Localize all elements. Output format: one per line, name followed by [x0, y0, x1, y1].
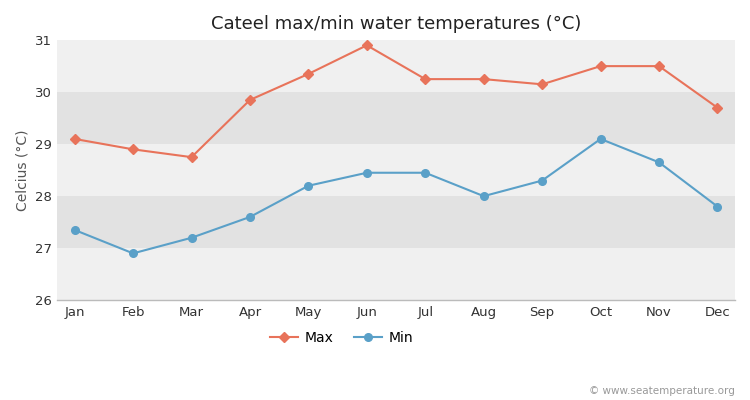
Bar: [57, 40, 735, 92]
Y-axis label: Celcius (°C): Celcius (°C): [15, 129, 29, 211]
Bar: [57, 144, 735, 196]
Bar: [57, 92, 735, 144]
Title: Cateel max/min water temperatures (°C): Cateel max/min water temperatures (°C): [211, 15, 581, 33]
Text: © www.seatemperature.org: © www.seatemperature.org: [590, 386, 735, 396]
Bar: [57, 248, 735, 300]
Legend: Max, Min: Max, Min: [265, 325, 419, 350]
Bar: [57, 196, 735, 248]
